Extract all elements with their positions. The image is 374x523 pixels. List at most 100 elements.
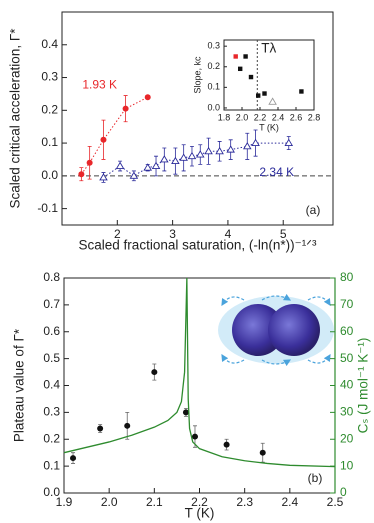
data-point <box>97 425 104 432</box>
panel-label: (b) <box>308 471 323 485</box>
data-point <box>215 146 224 155</box>
x-tick-label: 2.8 <box>308 112 321 122</box>
x-tick-label: 2.0 <box>101 495 118 509</box>
plot-frame <box>223 39 315 111</box>
y2-tick-label: 10 <box>340 458 354 472</box>
y2-tick-label: 80 <box>340 270 354 284</box>
panel: 2 3 4 5 -0.1 0.0 0.1 0.2 0.3 0.4 Scaled fractional… <box>8 11 334 253</box>
series-label: 2.34 K <box>259 165 294 179</box>
y-tick-label: 0.3 <box>207 41 220 51</box>
data-point <box>187 151 197 160</box>
data-point <box>204 146 213 155</box>
y2-tick-label: 20 <box>340 431 354 445</box>
y-tick-label: 0.1 <box>207 82 220 92</box>
x-tick-label: 2.4 <box>281 495 298 509</box>
data-point <box>151 161 161 169</box>
data-point <box>268 97 277 105</box>
y-axis-label: Slope, kc <box>192 56 202 94</box>
x-tick-label: 2.0 <box>236 112 249 122</box>
data-point <box>248 74 254 80</box>
y-axis-label: Plateau value of Γ* <box>12 328 27 442</box>
y-tick-label: 0.1 <box>41 135 58 149</box>
data-point <box>151 369 158 376</box>
x-tick-label: 2 <box>114 227 121 241</box>
data-point <box>256 93 261 98</box>
x-tick-label: 4 <box>225 227 232 241</box>
x-axis-label: T (K) <box>185 506 215 521</box>
y-tick-label: 0.6 <box>43 324 60 338</box>
panel-label: (a) <box>306 203 321 217</box>
y-tick-label: 0.8 <box>43 270 60 284</box>
data-point <box>115 161 125 169</box>
data-point <box>144 94 151 101</box>
y-tick-label: 0.1 <box>43 458 60 472</box>
panel: 1.9 2.0 2.1 2.2 2.3 2.4 2.5 0.0 0.1 0.2 0.3 0.4 0.5 0… <box>12 270 371 520</box>
data-point <box>238 66 243 72</box>
data-point <box>299 89 304 94</box>
data-point <box>226 145 235 153</box>
x-tick-label: 3 <box>169 227 176 241</box>
y-tick-label: 0.3 <box>41 70 58 84</box>
data-point <box>195 150 205 158</box>
y-axis-label: Scaled critical acceleration, Γ* <box>8 28 23 209</box>
data-point <box>223 441 230 448</box>
x-tick-label: 2.2 <box>191 495 208 509</box>
data-point <box>171 156 180 165</box>
x-tick-label: 1.8 <box>218 112 231 122</box>
y2-tick-label: 40 <box>340 378 354 392</box>
data-point <box>251 138 260 147</box>
x-tick-label: 2.2 <box>254 112 267 122</box>
y-tick-label: 0.4 <box>41 37 58 51</box>
data-point <box>100 136 107 143</box>
x-tick-label: 2.3 <box>236 495 253 509</box>
data-point <box>242 141 252 150</box>
x-axis-label: Scaled fractional saturation, (-ln(n*))⁻… <box>79 238 317 253</box>
y2-tick-label: 50 <box>340 351 354 365</box>
data-point <box>160 155 169 163</box>
data-point <box>70 455 77 462</box>
data-point <box>182 409 189 416</box>
data-point <box>78 171 85 178</box>
data-point <box>86 159 93 166</box>
illustration <box>218 293 334 367</box>
x-tick-label: 2.4 <box>272 112 285 122</box>
series-line <box>63 277 336 468</box>
y-tick-label: 0.2 <box>43 431 60 445</box>
data-point <box>124 422 131 429</box>
series-label: 1.93 K <box>82 77 117 91</box>
y-tick-label: 0.0 <box>207 102 220 112</box>
x-axis-label: T (K) <box>259 122 279 132</box>
data-point <box>99 173 108 181</box>
plot-frame <box>61 11 334 226</box>
x-tick-label: 5 <box>280 227 287 241</box>
data-point <box>262 91 267 96</box>
data-point <box>179 153 188 161</box>
y-tick-label: 0.7 <box>43 297 60 311</box>
data-point <box>259 449 266 456</box>
y2-axis-label: Cₛ (J mol⁻¹ K⁻¹) <box>356 338 371 434</box>
y-tick-label: 0.2 <box>207 61 220 71</box>
y2-tick-label: 70 <box>340 297 354 311</box>
y-tick-label: 0.4 <box>43 378 60 392</box>
y2-tick-label: 0 <box>340 485 347 499</box>
data-point <box>233 54 238 59</box>
data-point <box>122 105 129 112</box>
y-tick-label: 0.3 <box>43 405 60 419</box>
y-tick-label: 0.0 <box>41 168 58 182</box>
y2-tick-label: 30 <box>340 405 354 419</box>
x-tick-label: 2.6 <box>290 112 303 122</box>
y-tick-label: 0.0 <box>43 485 60 499</box>
y-tick-label: 0.5 <box>43 351 60 365</box>
x-tick-label: 1.9 <box>56 495 73 509</box>
data-point <box>191 433 198 440</box>
data-point <box>129 171 139 179</box>
data-point <box>143 163 153 171</box>
y-tick-label: 0.2 <box>41 102 58 116</box>
x-tick-label: 2.1 <box>146 495 163 509</box>
data-point <box>243 54 248 59</box>
reference-label: Tλ <box>261 41 276 56</box>
x-tick-label: 2.5 <box>327 495 344 509</box>
y-tick-label: -0.1 <box>37 201 58 215</box>
data-point <box>284 138 294 147</box>
